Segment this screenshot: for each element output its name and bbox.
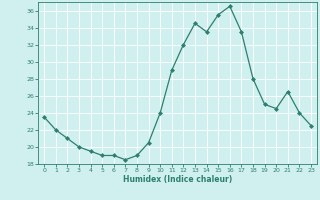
- X-axis label: Humidex (Indice chaleur): Humidex (Indice chaleur): [123, 175, 232, 184]
